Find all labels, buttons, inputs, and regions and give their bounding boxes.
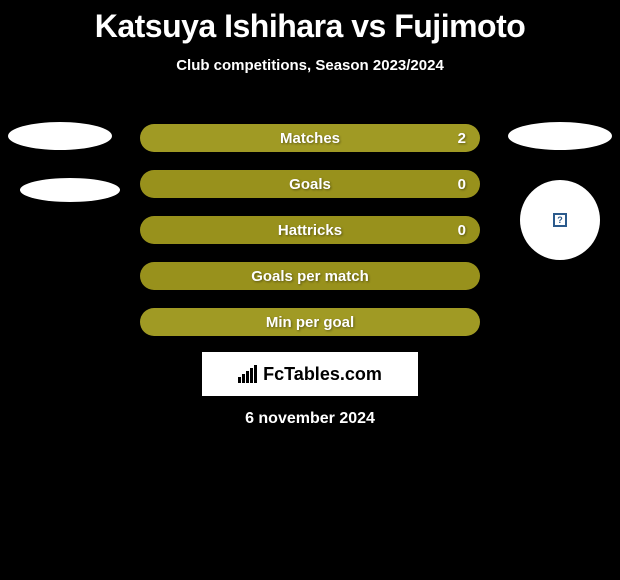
stat-label: Hattricks (278, 222, 342, 239)
player-avatar-left-top (8, 122, 112, 150)
logo-text: FcTables.com (263, 364, 382, 385)
page-title: Katsuya Ishihara vs Fujimoto (0, 0, 620, 45)
stat-label: Matches (280, 130, 340, 147)
player-avatar-right-bottom: ? (520, 180, 600, 260)
stat-bar-goals: Goals 0 (140, 170, 480, 198)
stat-label: Goals per match (251, 268, 369, 285)
stat-bar-min-per-goal: Min per goal (140, 308, 480, 336)
stat-value: 2 (458, 130, 466, 147)
player-avatar-right-top (508, 122, 612, 150)
stat-value: 0 (458, 222, 466, 239)
player-avatar-left-bottom (20, 178, 120, 202)
page-subtitle: Club competitions, Season 2023/2024 (0, 57, 620, 74)
stats-container: Matches 2 Goals 0 Hattricks 0 Goals per … (140, 124, 480, 354)
stat-bar-hattricks: Hattricks 0 (140, 216, 480, 244)
stat-label: Goals (289, 176, 331, 193)
date-label: 6 november 2024 (0, 410, 620, 428)
chart-icon (238, 365, 257, 383)
stat-bar-matches: Matches 2 (140, 124, 480, 152)
question-icon: ? (553, 213, 567, 227)
stat-bar-goals-per-match: Goals per match (140, 262, 480, 290)
stat-label: Min per goal (266, 314, 354, 331)
stat-value: 0 (458, 176, 466, 193)
fctables-logo[interactable]: FcTables.com (202, 352, 418, 396)
